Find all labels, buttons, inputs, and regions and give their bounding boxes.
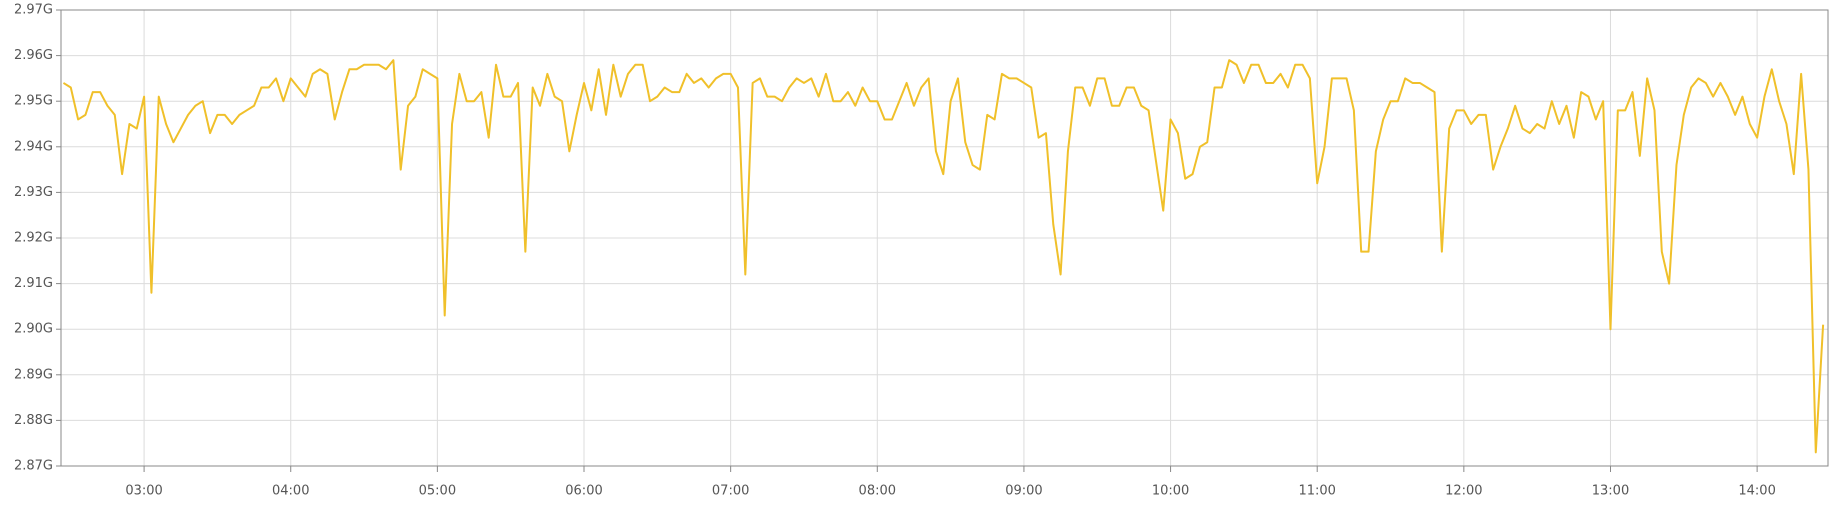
y-tick-label: 2.94G (14, 139, 53, 154)
x-tick-label: 09:00 (1005, 484, 1042, 499)
y-tick-label: 2.89G (14, 367, 53, 382)
x-tick-label: 03:00 (125, 484, 162, 499)
x-tick-label: 10:00 (1152, 484, 1189, 499)
x-tick-label: 06:00 (565, 484, 602, 499)
y-tick-label: 2.90G (14, 322, 53, 337)
x-tick-label: 14:00 (1738, 484, 1775, 499)
x-tick-label: 12:00 (1445, 484, 1482, 499)
x-tick-label: 13:00 (1592, 484, 1629, 499)
plot-frame (60, 9, 1829, 467)
x-tick-label: 04:00 (272, 484, 309, 499)
x-tick-label: 11:00 (1298, 484, 1335, 499)
x-tick-label: 07:00 (712, 484, 749, 499)
y-tick-label: 2.97G (14, 3, 53, 18)
y-tick-label: 2.93G (14, 185, 53, 200)
y-tick-label: 2.91G (14, 276, 53, 291)
x-tick-label: 05:00 (419, 484, 456, 499)
y-tick-label: 2.96G (14, 48, 53, 63)
y-tick-label: 2.87G (14, 459, 53, 474)
y-tick-label: 2.95G (14, 94, 53, 109)
y-tick-label: 2.92G (14, 231, 53, 246)
data-line (62, 59, 1825, 454)
y-tick-label: 2.88G (14, 413, 53, 428)
x-tick-label: 08:00 (859, 484, 896, 499)
